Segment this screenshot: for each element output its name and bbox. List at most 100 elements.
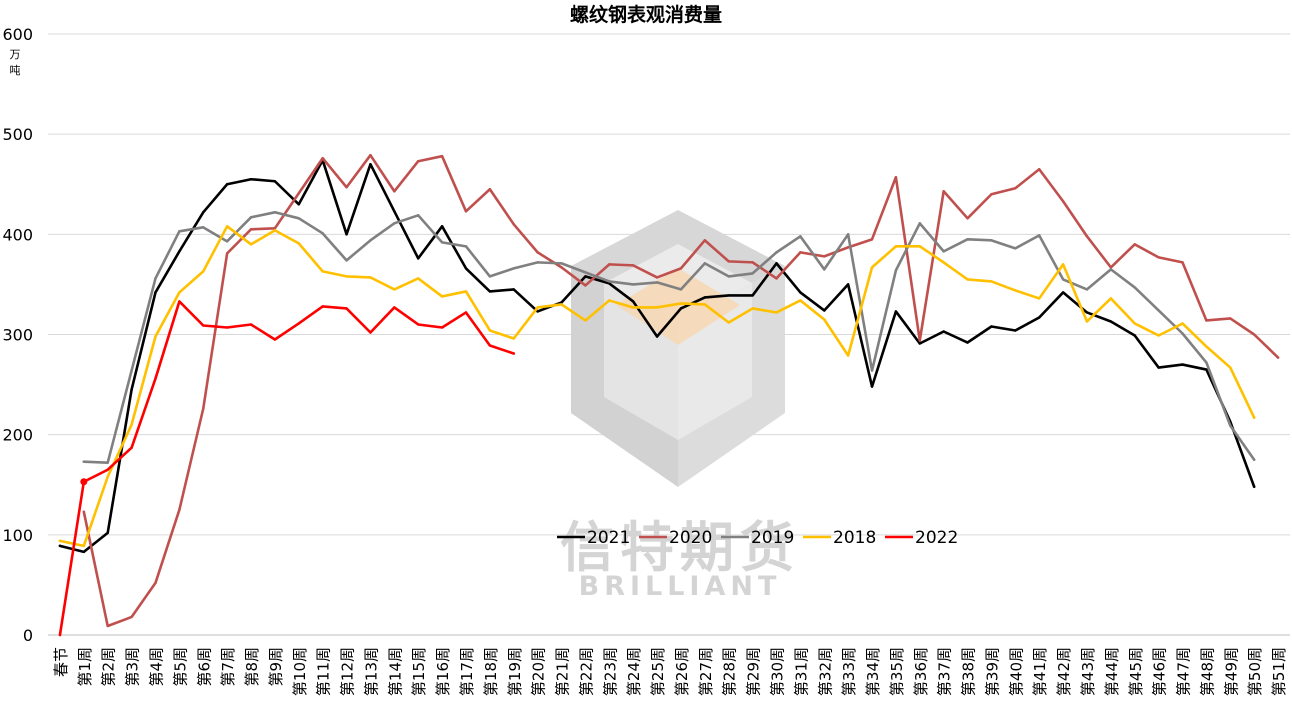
- data-point-2021: [823, 309, 826, 312]
- data-point-2021: [202, 211, 205, 214]
- data-point-2021: [130, 388, 133, 391]
- y-unit-char: 万: [10, 48, 21, 61]
- data-point-2018: [106, 475, 109, 478]
- data-point-2020: [966, 217, 969, 220]
- data-point-2018: [249, 243, 253, 246]
- data-point-2020: [870, 238, 874, 241]
- data-point-2018: [536, 306, 539, 309]
- x-tick-label: 第51周: [1270, 647, 1288, 696]
- data-point-2018: [273, 229, 277, 232]
- data-point-2021: [894, 310, 898, 313]
- x-tick-label: 第26周: [673, 647, 691, 696]
- data-point-2018: [130, 423, 133, 426]
- data-point-2022-marker: [80, 478, 88, 486]
- legend: 2021 2020 2019 2018 2022: [557, 528, 958, 548]
- data-point-2018: [297, 242, 300, 245]
- data-point-2022: [273, 338, 277, 341]
- data-point-2018: [560, 303, 563, 306]
- x-tick-label: 第20周: [530, 647, 548, 696]
- data-point-2021: [631, 300, 635, 303]
- legend-label-2020: 2020: [669, 528, 712, 548]
- x-tick-label: 第6周: [195, 647, 213, 687]
- data-point-2020: [799, 251, 802, 254]
- data-point-2020: [488, 188, 492, 191]
- data-point-2018: [1157, 334, 1160, 337]
- data-point-2020: [631, 264, 635, 267]
- x-tick-label: 第29周: [745, 647, 763, 696]
- data-point-2019: [440, 241, 444, 244]
- data-point-2018: [512, 337, 515, 340]
- watermark-logo: 信特期货 BRILLIANT: [560, 210, 794, 602]
- x-tick-label: 第23周: [601, 647, 619, 696]
- data-point-2021: [846, 283, 850, 286]
- data-point-2018: [417, 277, 420, 280]
- data-point-2020: [918, 339, 921, 342]
- x-tick-label: 第18周: [482, 647, 500, 696]
- data-point-2019: [703, 262, 707, 265]
- x-tick-label: 第40周: [1007, 647, 1025, 696]
- data-point-2020: [1181, 261, 1184, 264]
- data-point-2019: [393, 222, 396, 225]
- data-point-2018: [178, 291, 181, 294]
- data-point-2022: [464, 311, 468, 314]
- data-point-2021: [751, 294, 754, 297]
- x-tick-label: 第39周: [983, 647, 1001, 696]
- data-point-2021: [608, 282, 611, 285]
- x-tick-label: 第8周: [243, 647, 261, 687]
- x-tick-label: 第46周: [1151, 647, 1169, 696]
- data-point-2021: [58, 544, 62, 548]
- data-point-2018: [775, 311, 778, 314]
- x-tick-label: 第25周: [649, 647, 667, 696]
- data-point-2019: [1133, 286, 1136, 289]
- data-point-2019: [345, 259, 348, 262]
- x-tick-label: 第49周: [1222, 647, 1240, 696]
- data-point-2022: [154, 377, 157, 380]
- x-tick-label: 第5周: [171, 647, 189, 687]
- data-point-2022: [225, 326, 229, 329]
- data-point-2021: [799, 291, 802, 294]
- y-axis-ticks: 0 100 200 300 400 500 600: [2, 25, 33, 645]
- data-point-2022: [393, 306, 396, 309]
- data-point-2021: [966, 341, 969, 344]
- data-point-2019: [655, 281, 659, 284]
- data-point-2018: [82, 544, 86, 548]
- data-point-2020: [942, 190, 945, 193]
- data-point-2018: [727, 321, 730, 324]
- x-tick-label: 第2周: [100, 647, 118, 687]
- data-point-2022: [130, 446, 133, 449]
- data-point-2019: [536, 261, 539, 264]
- data-point-2018: [703, 303, 707, 306]
- data-point-2019: [1085, 288, 1089, 291]
- data-point-2020: [1133, 243, 1136, 246]
- data-point-2020: [512, 223, 515, 226]
- x-tick-label: 第14周: [386, 647, 404, 696]
- data-point-2021: [584, 275, 587, 278]
- x-tick-label: 第30周: [768, 647, 786, 696]
- x-tick-label: 第47周: [1175, 647, 1193, 696]
- data-point-2021: [154, 291, 157, 294]
- data-point-2020: [1252, 333, 1256, 336]
- y-tick-label: 600: [2, 25, 33, 44]
- data-point-2018: [58, 539, 62, 543]
- data-point-2020: [775, 277, 778, 280]
- data-point-2020: [823, 255, 826, 258]
- y-unit-char: 吨: [10, 64, 21, 77]
- data-point-2020: [1229, 317, 1232, 320]
- legend-label-2018: 2018: [833, 528, 876, 548]
- data-point-2019: [273, 211, 277, 214]
- chart-title: 螺纹钢表观消费量: [570, 3, 722, 26]
- data-point-2018: [1181, 322, 1184, 325]
- data-point-2018: [321, 270, 324, 273]
- data-point-2022: [488, 344, 492, 347]
- data-point-2019: [751, 272, 754, 275]
- series-line-2022: [58, 300, 516, 637]
- data-point-2019: [823, 268, 826, 271]
- data-point-2021: [1157, 366, 1160, 369]
- data-point-2018: [488, 329, 492, 332]
- x-tick-label: 第12周: [339, 647, 357, 696]
- data-point-2022: [297, 322, 300, 325]
- data-point-2021: [82, 550, 86, 554]
- data-point-2020: [369, 154, 372, 157]
- data-point-2018: [870, 266, 874, 269]
- x-tick-label: 第27周: [697, 647, 715, 696]
